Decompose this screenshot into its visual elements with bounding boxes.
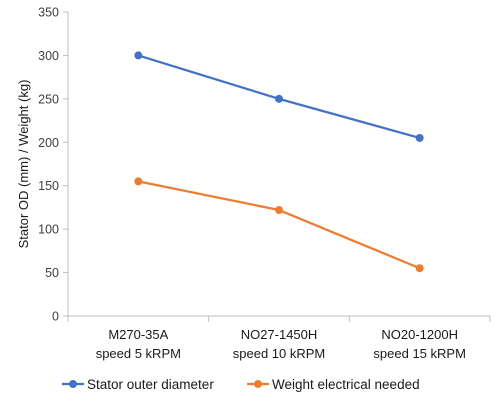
y-tick-label: 0 [52, 310, 59, 324]
chart-axes [67, 12, 490, 317]
x-tick-label: M270-35A speed 5 kRPM [96, 327, 181, 361]
data-point [275, 206, 283, 215]
y-tick-label: 350 [38, 6, 59, 20]
legend-label: Weight electrical needed [272, 377, 420, 392]
y-axis-ticks: 0 50 100 150 200 250 300 350 [38, 6, 68, 324]
x-tick-label: NO27-1450H speed 10 kRPM [233, 327, 326, 361]
data-point [415, 133, 424, 142]
legend-marker [254, 380, 262, 388]
y-tick-label: 300 [38, 49, 59, 63]
y-tick-label: 100 [38, 223, 59, 237]
data-point [415, 264, 424, 273]
legend-item: Weight electrical needed [247, 377, 420, 392]
legend-item: Stator outer diameter [62, 377, 214, 392]
y-tick-label: 200 [38, 136, 59, 150]
y-tick-label: 50 [45, 266, 59, 280]
y-tick-label: 250 [38, 92, 59, 106]
series-2 [134, 177, 424, 273]
series-line [138, 180, 421, 270]
y-axis-title: Stator OD (mm) / Weight (kg) [16, 80, 31, 249]
series-1 [134, 51, 424, 142]
x-axis-ticks: M270-35A speed 5 kRPM NO27-1450H speed 10 k… [67, 316, 491, 361]
x-tick-label: NO20-1200H speed 15 kRPM [373, 327, 466, 361]
data-point [134, 51, 143, 60]
legend: Stator outer diameter Weight electrical n… [62, 377, 420, 392]
y-tick-label: 150 [38, 179, 59, 193]
legend-marker [69, 380, 77, 388]
data-point [275, 94, 283, 103]
legend-label: Stator outer diameter [87, 377, 214, 392]
data-point [134, 177, 143, 186]
plot-series [134, 51, 424, 273]
